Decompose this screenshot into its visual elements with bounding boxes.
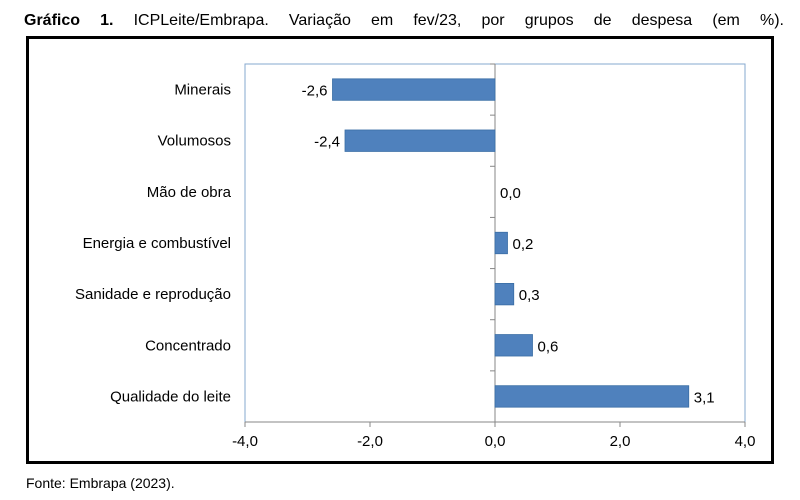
data-label: 0,3 bbox=[519, 287, 540, 304]
source-note: Fonte: Embrapa (2023). bbox=[26, 475, 175, 491]
data-label: 0,6 bbox=[538, 338, 559, 355]
category-label: Energia e combustível bbox=[83, 235, 231, 252]
caption-text: ICPLeite/Embrapa. Variação em fev/23, po… bbox=[133, 12, 784, 29]
category-label: Qualidade do leite bbox=[110, 388, 231, 405]
x-tick-label: 4,0 bbox=[735, 433, 756, 450]
bar bbox=[494, 231, 508, 255]
category-label: Minerais bbox=[174, 82, 231, 99]
category-label: Mão de obra bbox=[147, 184, 232, 201]
x-tick-label: -4,0 bbox=[232, 433, 258, 450]
category-label: Sanidade e reprodução bbox=[75, 286, 231, 303]
figure-caption: Gráfico 1. ICPLeite/Embrapa. Variação em… bbox=[24, 10, 784, 32]
x-tick-label: 2,0 bbox=[610, 433, 631, 450]
category-label: Concentrado bbox=[145, 337, 231, 354]
category-label: Volumosos bbox=[158, 133, 231, 150]
data-label: 0,2 bbox=[513, 236, 534, 253]
x-tick-label: -2,0 bbox=[357, 433, 383, 450]
data-label: -2,6 bbox=[302, 83, 328, 100]
bar bbox=[494, 385, 690, 408]
data-label: 0,0 bbox=[500, 185, 521, 202]
data-label: -2,4 bbox=[314, 134, 340, 151]
chart-frame: -4,0 -2,0 0,0 2,0 4,0 Minerais -2,6 Volumosos -2… bbox=[26, 36, 774, 464]
x-tick-label: 0,0 bbox=[485, 433, 506, 450]
bar-chart: -4,0 -2,0 0,0 2,0 4,0 Minerais -2,6 Volumosos -2… bbox=[75, 63, 756, 450]
bar bbox=[332, 78, 496, 101]
bar bbox=[494, 334, 533, 357]
bar bbox=[344, 129, 496, 152]
bar bbox=[494, 283, 515, 306]
data-label: 3,1 bbox=[694, 389, 715, 406]
caption-prefix: Gráfico 1. bbox=[24, 12, 114, 29]
